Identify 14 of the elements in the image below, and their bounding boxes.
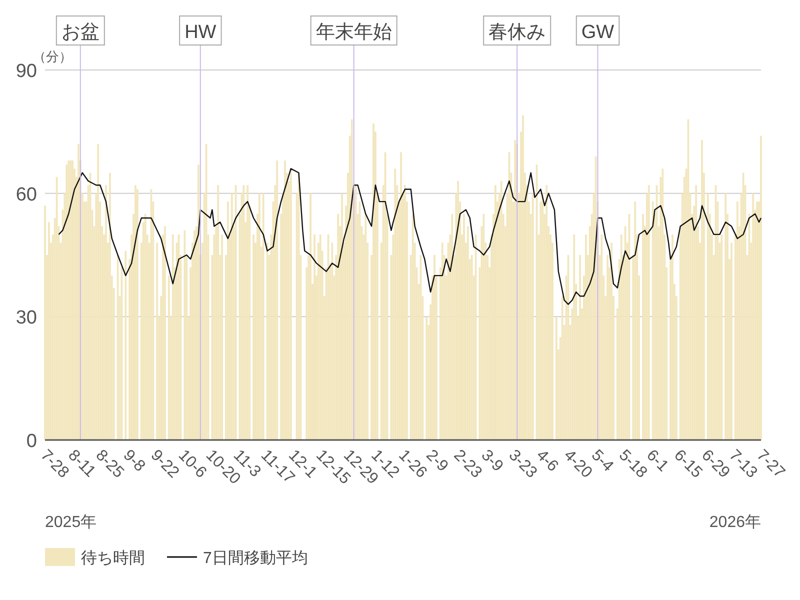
y-axis-title: （分） <box>33 49 72 64</box>
ref-line-label: HW <box>184 22 216 43</box>
y-tick-label: 0 <box>26 431 37 452</box>
text: 2026年 <box>709 514 761 531</box>
legend-label: 7日間移動平均 <box>203 550 308 567</box>
y-tick-label: 60 <box>16 184 37 206</box>
ref-line-label: 年末年始 <box>316 22 392 43</box>
ref-line-label: 春休み <box>488 22 546 43</box>
ref-line-label: GW <box>581 22 614 43</box>
text: 2025年 <box>45 514 97 531</box>
y-tick-label: 90 <box>16 61 37 82</box>
legend-label: 待ち時間 <box>81 549 145 567</box>
ref-line-label: お盆 <box>61 22 100 43</box>
y-tick-label: 30 <box>16 308 37 329</box>
